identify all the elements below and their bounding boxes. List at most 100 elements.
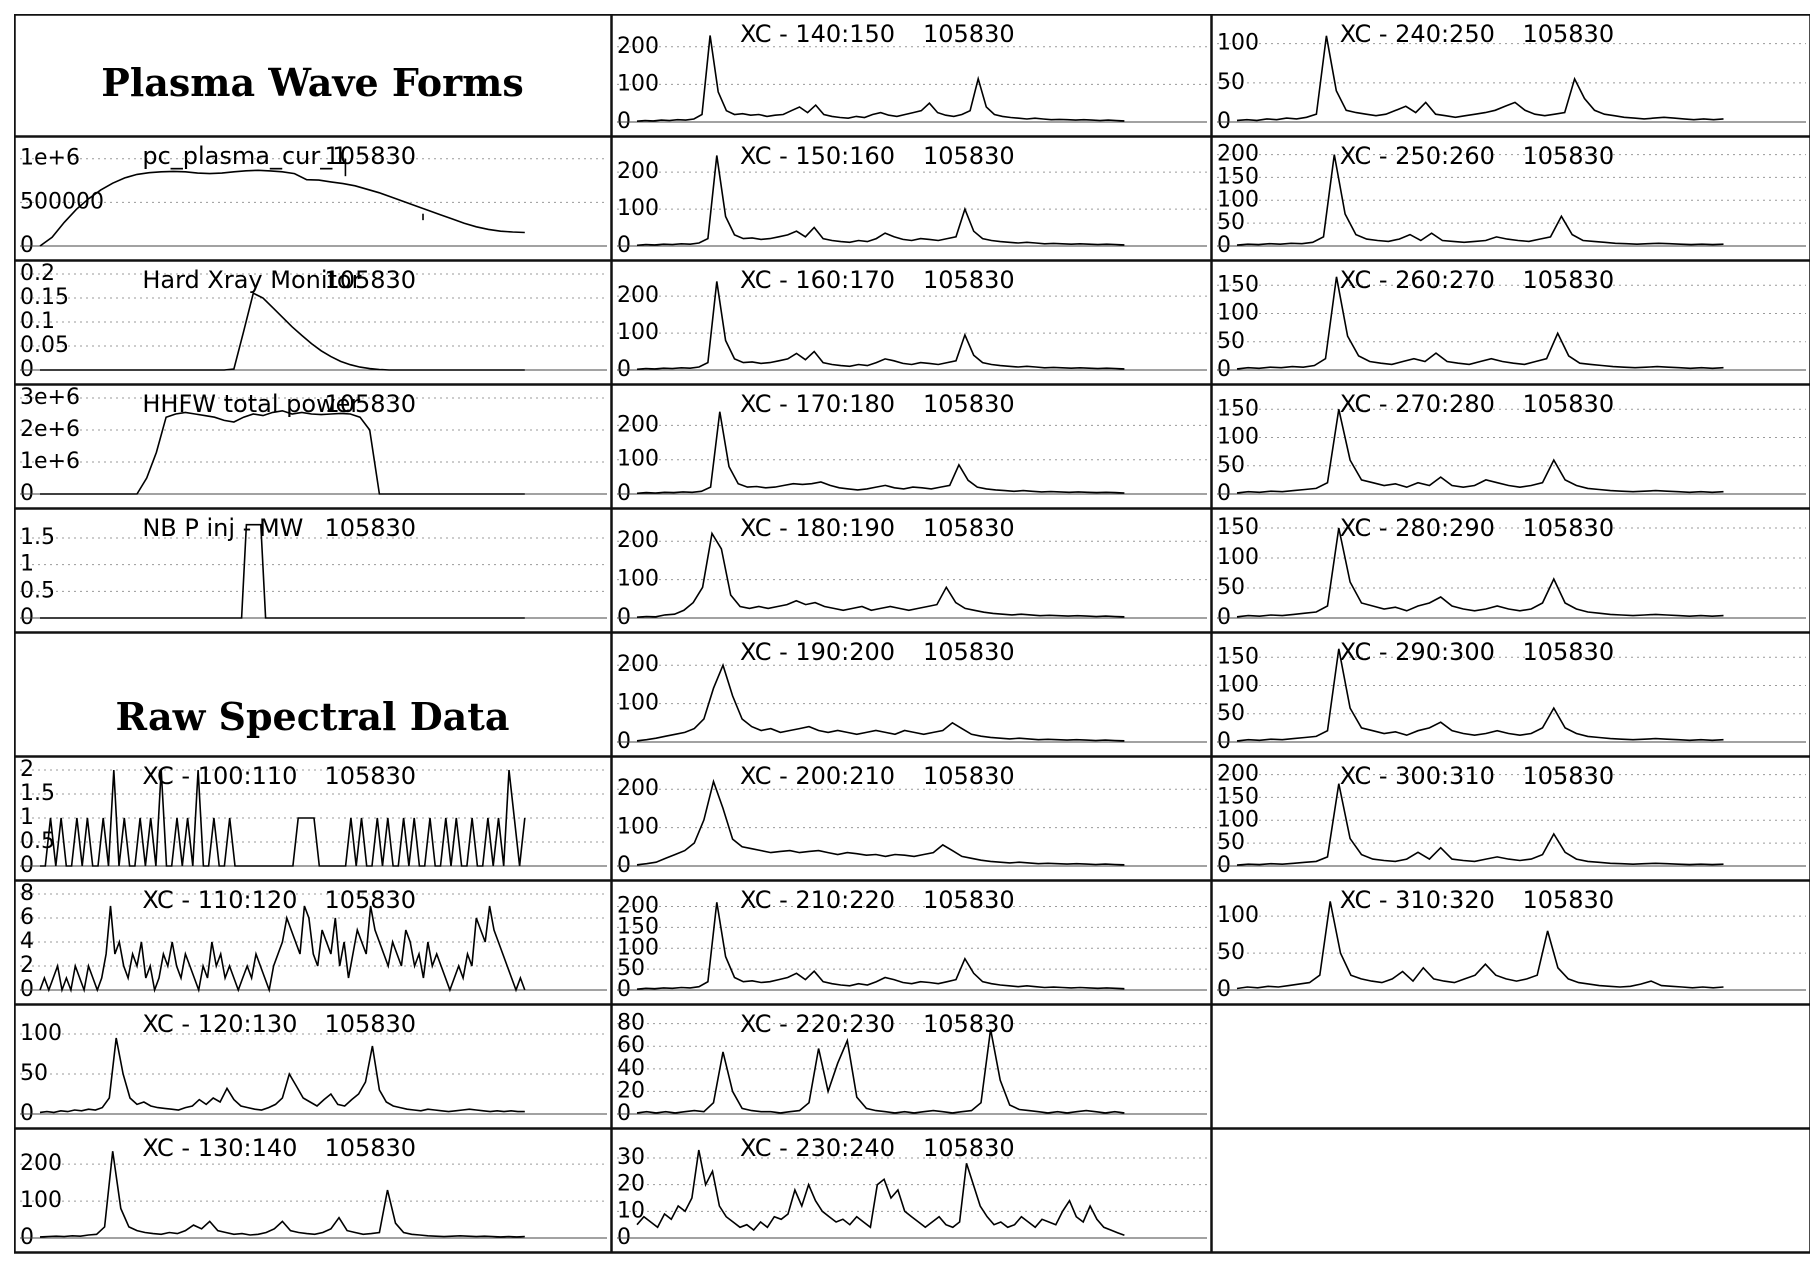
series-line (636, 531, 1125, 618)
chart-title: XC - 190:200 (740, 638, 895, 666)
series-line (1236, 35, 1724, 122)
chart-shot-label: 105830 (1522, 762, 1614, 790)
chart-shot-label: 105830 (1522, 886, 1614, 914)
y-tick-label: 0.05 (20, 333, 69, 358)
chart-title: XC - 170:180 (740, 390, 895, 418)
series-line (40, 769, 526, 867)
y-tick-label: 20 (617, 1172, 645, 1197)
y-tick-label: 150 (1217, 784, 1259, 809)
chart-xc-300-310: 0 50 100 150 200 XC - 300:310 105830 (1211, 756, 1810, 880)
chart-shot-label: 105830 (1522, 20, 1614, 48)
y-tick-label: 1 (20, 805, 34, 830)
chart-shot-label: 105830 (923, 20, 1015, 48)
chart-shot-label: 105830 (324, 762, 416, 790)
chart-shot-label: 105830 (1522, 514, 1614, 542)
y-tick-label: 100 (1217, 545, 1259, 570)
chart-title: XC - 210:220 (740, 886, 895, 914)
y-tick-label: 100 (1217, 31, 1259, 56)
chart-title: XC - 150:160 (740, 142, 895, 170)
y-tick-label: 2 (20, 953, 34, 978)
chart-shot-label: 105830 (324, 390, 416, 418)
chart-shot-label: 105830 (923, 638, 1015, 666)
y-tick-label: 0.2 (20, 261, 55, 286)
chart-title: XC - 310:320 (1340, 886, 1495, 914)
chart-title: XC - 130:140 (142, 1134, 297, 1162)
chart-title: XC - 280:290 (1340, 514, 1495, 542)
chart-plasma-current: 0 500000 1e+6 pc_plasma_cur_1 105830 (14, 136, 611, 260)
chart-shot-label: 105830 (324, 266, 416, 294)
plot-grid: Plasma Wave Forms 0 500000 1e+6 pc_plasma_c… (14, 14, 1810, 1284)
chart-title: XC - 240:250 (1340, 20, 1495, 48)
chart-xc-270-280: 0 50 100 150 XC - 270:280 105830 (1211, 384, 1810, 508)
y-tick-label: 100 (1217, 903, 1259, 928)
chart-xc-120-130: 0 50 100 XC - 120:130 105830 (14, 1004, 611, 1128)
y-tick-label: 100 (1217, 187, 1259, 212)
chart-xc-150-160: 0 100 200 XC - 150:160 105830 (611, 136, 1211, 260)
chart-shot-label: 105830 (923, 886, 1015, 914)
chart-title: XC - 270:280 (1340, 390, 1495, 418)
chart-title: XC - 200:210 (740, 762, 895, 790)
y-tick-label: 200 (617, 528, 659, 553)
y-tick-label: 0.15 (20, 285, 69, 310)
series-line (636, 1029, 1125, 1114)
chart-xc-230-240: 0 10 20 30 XC - 230:240 105830 (611, 1128, 1211, 1252)
y-tick-label: 200 (617, 159, 659, 184)
series-line (636, 411, 1125, 495)
y-tick-label: 200 (617, 34, 659, 59)
chart-title: HHFW total power (142, 390, 360, 418)
chart-shot-label: 105830 (324, 1010, 416, 1038)
y-tick-label: 2e+6 (20, 417, 80, 442)
chart-title: XC - 300:310 (1340, 762, 1495, 790)
y-tick-label: 0.5 (20, 829, 55, 854)
chart-shot-label: 105830 (1522, 266, 1614, 294)
chart-shot-label: 105830 (923, 514, 1015, 542)
y-tick-label: 50 (617, 956, 645, 981)
y-tick-label: 100 (617, 935, 659, 960)
chart-title: XC - 140:150 (740, 20, 895, 48)
spectral-heading-cell: Raw Spectral Data (14, 632, 611, 756)
chart-title: XC - 290:300 (1340, 638, 1495, 666)
chart-title: XC - 250:260 (1340, 142, 1495, 170)
chart-xc-100-110: 0 0.5 1 1.5 2 XC - 100:110 105830 (14, 756, 611, 880)
chart-shot-label: 105830 (324, 1134, 416, 1162)
y-tick-label: 150 (1217, 515, 1259, 540)
series-line (636, 155, 1125, 247)
y-tick-label: 6 (20, 905, 34, 930)
series-line (636, 35, 1125, 122)
y-tick-label: 10 (617, 1198, 645, 1223)
y-tick-label: 100 (617, 71, 659, 96)
y-tick-label: 150 (1217, 396, 1259, 421)
chart-shot-label: 105830 (923, 390, 1015, 418)
y-tick-label: 200 (617, 652, 659, 677)
y-tick-label: 150 (1217, 164, 1259, 189)
y-tick-label: 2 (20, 757, 34, 782)
y-tick-label: 200 (1217, 762, 1259, 787)
chart-shot-label: 105830 (923, 142, 1015, 170)
y-tick-label: 200 (1217, 142, 1259, 167)
series-line (40, 523, 525, 619)
y-tick-label: 100 (617, 815, 659, 840)
y-tick-label: 150 (1217, 272, 1259, 297)
y-tick-label: 80 (617, 1011, 645, 1036)
chart-title: XC - 260:270 (1340, 266, 1495, 294)
chart-title: XC - 230:240 (740, 1134, 895, 1162)
chart-title: pc_plasma_cur_1 (142, 142, 347, 170)
chart-hard-xray: 0 0.05 0.1 0.15 0.2 Hard Xray Monitor 105830 (14, 260, 611, 384)
chart-xc-220-230: 0 20 40 60 80 XC - 220:230 105830 (611, 1004, 1211, 1128)
plasma-heading-cell: Plasma Wave Forms (14, 14, 611, 136)
chart-xc-310-320: 0 50 100 XC - 310:320 105830 (1211, 880, 1810, 1004)
chart-title: XC - 110:120 (142, 886, 297, 914)
y-tick-label: 1e+6 (20, 146, 80, 171)
chart-shot-label: 105830 (324, 514, 416, 542)
